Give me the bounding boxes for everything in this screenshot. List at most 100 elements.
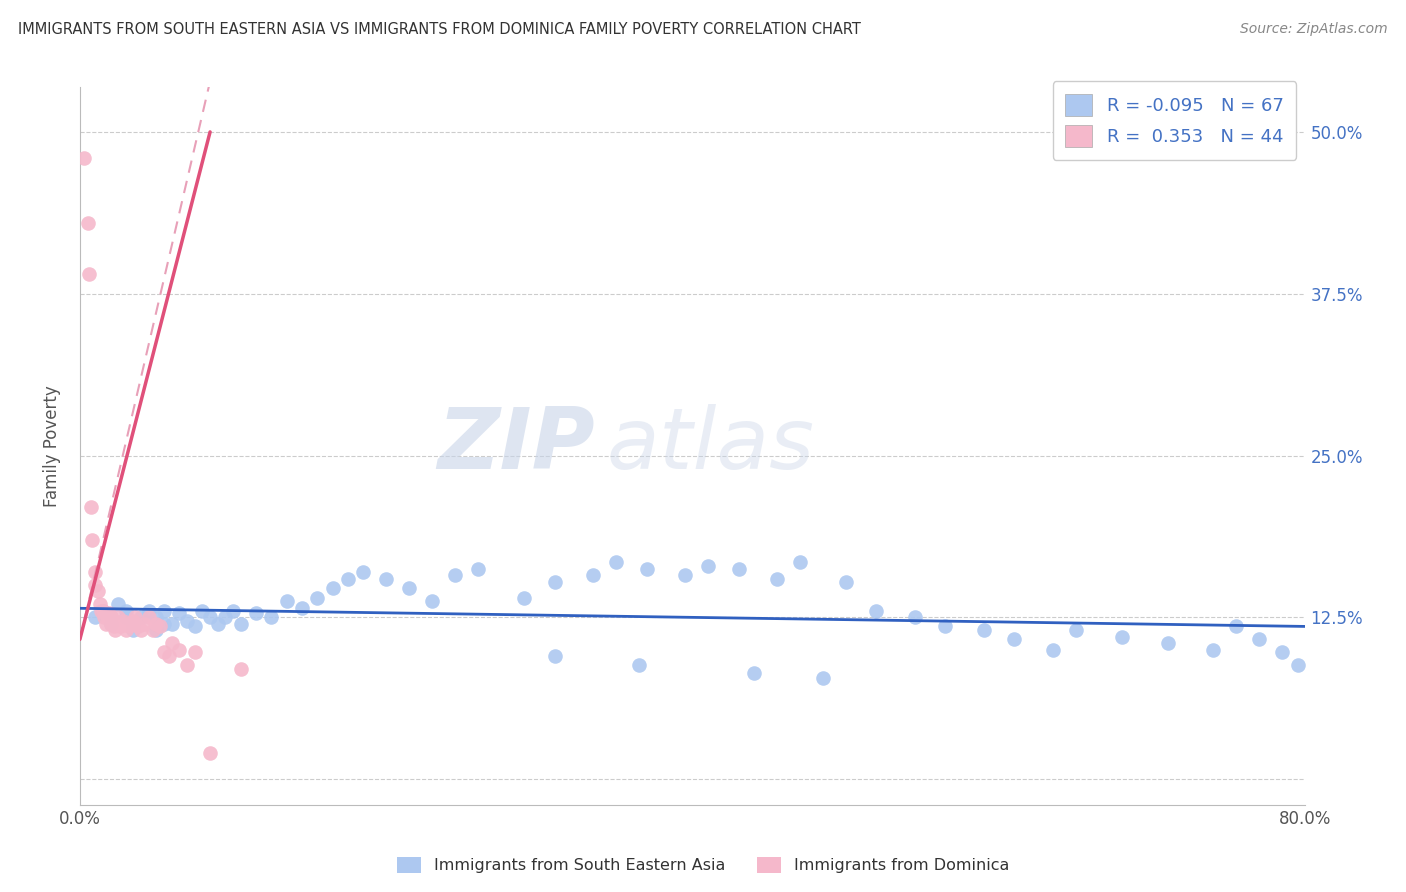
- Point: [114, 616, 136, 631]
- Point: [100, 610, 122, 624]
- Point: [94, 616, 117, 631]
- Point: [420, 593, 443, 607]
- Point: [260, 610, 283, 624]
- Point: [145, 610, 167, 624]
- Point: [169, 607, 191, 621]
- Point: [148, 619, 170, 633]
- Point: [214, 610, 236, 624]
- Point: [153, 604, 176, 618]
- Point: [114, 604, 136, 618]
- Point: [84, 578, 107, 592]
- Point: [697, 558, 720, 573]
- Point: [191, 604, 214, 618]
- Point: [145, 624, 167, 638]
- Point: [127, 619, 149, 633]
- Point: [122, 616, 145, 631]
- Point: [129, 610, 152, 624]
- Point: [322, 581, 344, 595]
- Point: [73, 151, 96, 165]
- Point: [169, 642, 191, 657]
- Point: [789, 555, 811, 569]
- Point: [398, 581, 420, 595]
- Point: [153, 616, 176, 631]
- Point: [934, 619, 956, 633]
- Point: [811, 671, 834, 685]
- Point: [118, 619, 141, 633]
- Point: [145, 616, 167, 631]
- Point: [835, 575, 858, 590]
- Point: [122, 624, 145, 638]
- Point: [114, 624, 136, 638]
- Point: [742, 666, 765, 681]
- Point: [973, 624, 995, 638]
- Point: [276, 593, 298, 607]
- Point: [352, 565, 374, 579]
- Point: [157, 649, 180, 664]
- Point: [77, 268, 100, 282]
- Point: [636, 562, 658, 576]
- Point: [104, 624, 127, 638]
- Point: [76, 215, 98, 229]
- Point: [90, 604, 112, 618]
- Point: [198, 747, 221, 761]
- Point: [107, 598, 129, 612]
- Point: [87, 584, 110, 599]
- Point: [513, 591, 536, 605]
- Text: Source: ZipAtlas.com: Source: ZipAtlas.com: [1240, 22, 1388, 37]
- Point: [1156, 636, 1178, 650]
- Text: ZIP: ZIP: [437, 404, 595, 487]
- Point: [111, 614, 134, 628]
- Point: [142, 624, 165, 638]
- Y-axis label: Family Poverty: Family Poverty: [44, 385, 60, 507]
- Point: [544, 649, 567, 664]
- Point: [114, 610, 136, 624]
- Point: [1111, 630, 1133, 644]
- Point: [91, 604, 114, 618]
- Legend: Immigrants from South Eastern Asia, Immigrants from Dominica: Immigrants from South Eastern Asia, Immi…: [391, 850, 1015, 880]
- Point: [138, 604, 160, 618]
- Point: [176, 614, 198, 628]
- Point: [1002, 632, 1025, 647]
- Point: [100, 610, 122, 624]
- Point: [79, 500, 101, 515]
- Point: [336, 572, 359, 586]
- Point: [100, 616, 122, 631]
- Point: [184, 645, 207, 659]
- Point: [582, 567, 605, 582]
- Point: [1202, 642, 1225, 657]
- Point: [96, 610, 118, 624]
- Point: [124, 610, 146, 624]
- Text: IMMIGRANTS FROM SOUTH EASTERN ASIA VS IMMIGRANTS FROM DOMINICA FAMILY POVERTY CO: IMMIGRANTS FROM SOUTH EASTERN ASIA VS IM…: [18, 22, 860, 37]
- Legend: R = -0.095   N = 67, R =  0.353   N = 44: R = -0.095 N = 67, R = 0.353 N = 44: [1053, 81, 1296, 160]
- Point: [98, 607, 121, 621]
- Point: [1286, 658, 1309, 673]
- Point: [103, 619, 125, 633]
- Point: [91, 604, 114, 618]
- Point: [93, 610, 115, 624]
- Point: [229, 662, 252, 676]
- Point: [84, 565, 107, 579]
- Point: [222, 604, 245, 618]
- Point: [108, 619, 131, 633]
- Point: [1064, 624, 1087, 638]
- Point: [82, 533, 104, 547]
- Point: [627, 658, 650, 673]
- Point: [101, 614, 124, 628]
- Point: [107, 610, 129, 624]
- Point: [84, 610, 107, 624]
- Point: [375, 572, 398, 586]
- Point: [766, 572, 789, 586]
- Point: [160, 616, 183, 631]
- Point: [229, 616, 252, 631]
- Point: [605, 555, 627, 569]
- Point: [89, 598, 111, 612]
- Point: [1225, 619, 1247, 633]
- Point: [176, 658, 198, 673]
- Point: [107, 616, 129, 631]
- Point: [122, 614, 145, 628]
- Point: [100, 616, 122, 631]
- Point: [153, 645, 176, 659]
- Point: [1249, 632, 1271, 647]
- Point: [184, 619, 207, 633]
- Point: [129, 624, 152, 638]
